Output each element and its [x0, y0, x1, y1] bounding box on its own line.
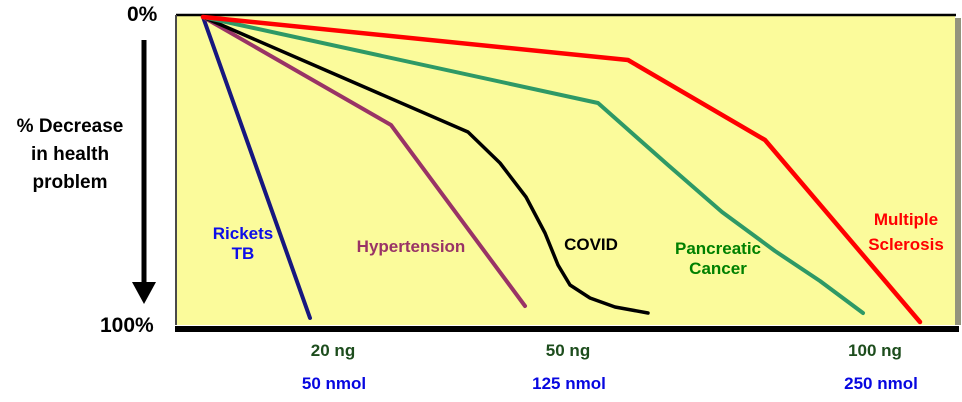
series-line-rickets-tb	[201, 15, 312, 320]
series-label-pancreatic-cancer: Pancreatic Cancer	[675, 239, 761, 278]
x-tick-125nmol: 125 nmol	[532, 374, 606, 393]
series-line-covid	[201, 15, 650, 315]
series-layer	[200, 14, 923, 325]
series-label-rickets-tb: Rickets TB	[212, 224, 274, 263]
y-axis-title-line2: in health	[30, 144, 110, 165]
series-line-hypertension	[201, 15, 527, 308]
y-axis-bottom-label: 100%	[100, 314, 154, 337]
down-arrow-head	[132, 282, 156, 304]
y-axis-title-line3: problem	[32, 172, 108, 193]
x-tick-50ng: 50 ng	[545, 341, 591, 360]
y-axis-top-label: 0%	[127, 3, 158, 26]
x-tick-50nmol: 50 nmol	[301, 374, 367, 393]
plot-background	[177, 16, 955, 325]
series-line-pancreatic-cancer	[201, 15, 865, 315]
down-arrow-icon	[132, 40, 156, 304]
plot-shadow-right	[955, 18, 961, 325]
y-axis-title: % Decrease in health problem	[0, 113, 140, 197]
series-label-hypertension: Hypertension	[356, 237, 466, 256]
x-tick-250nmol: 250 nmol	[844, 374, 918, 393]
x-tick-100ng: 100 ng	[848, 341, 902, 360]
series-label-multiple-sclerosis: Multiple Sclerosis	[868, 210, 944, 254]
series-label-covid: COVID	[564, 235, 618, 254]
y-axis-title-line1: % Decrease	[16, 116, 124, 137]
x-tick-20ng: 20 ng	[310, 341, 356, 360]
series-line-multiple-sclerosis	[200, 14, 923, 325]
